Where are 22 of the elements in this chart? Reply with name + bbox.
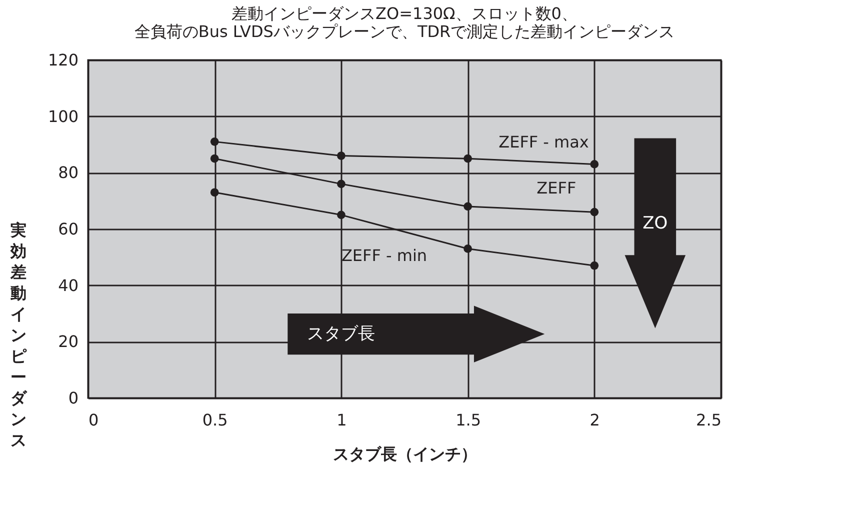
x-tick-label: 0 [88,410,99,430]
x-tick-label: 2.5 [696,410,722,430]
x-tick-label: 0.5 [202,410,228,430]
y-tick-label: 120 [48,50,78,70]
y-tick-label: 40 [58,276,78,295]
x-axis-title: スタブ長（インチ） [333,444,477,464]
series-label: ZEFF [536,178,576,198]
chart-subtitle: 全負荷のBus LVDSバックプレーンで、TDRで測定した差動インピーダンス [134,22,675,41]
y-tick-label: 60 [58,220,78,238]
y-tick-label: 0 [68,388,78,408]
x-tick-label: 2 [590,410,600,430]
x-tick-label: 1.5 [456,410,482,430]
y-tick-label: 80 [58,163,78,182]
series-label: ZEFF - max [498,132,589,152]
annotation: スタブ長 [307,324,376,344]
y-tick-label: 20 [58,332,78,352]
annotation: ZO [642,213,668,234]
text: 実効差動インピーダンス [10,220,26,450]
x-tick-label: 1 [336,410,347,430]
y-tick-label: 100 [48,106,78,126]
series-label: ZEFF - min [341,246,428,265]
chart-title: 差動インピーダンスZO=130Ω、スロット数0、 [232,4,578,23]
